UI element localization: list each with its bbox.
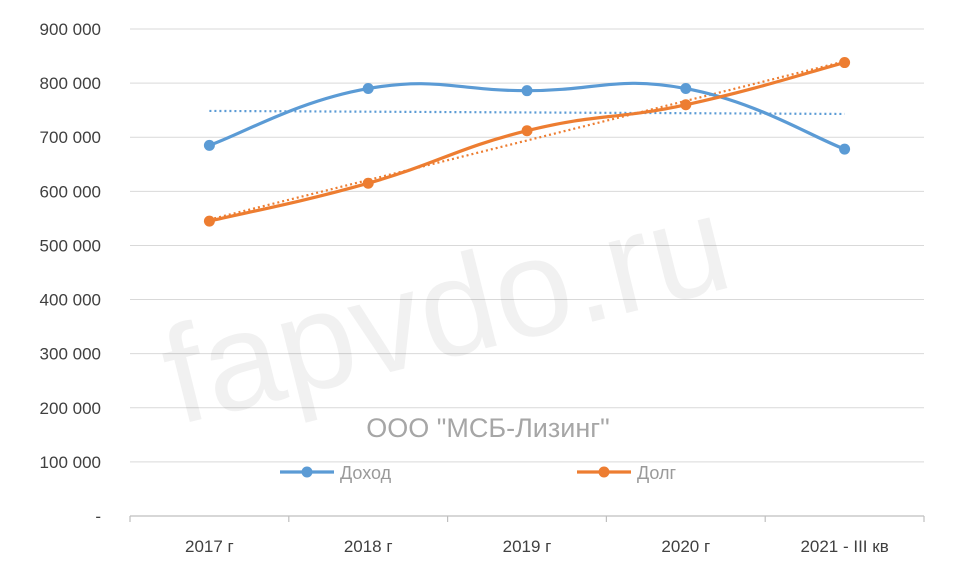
watermark: fapvdo.ru xyxy=(148,165,744,454)
y-tick-label: 100 000 xyxy=(40,453,101,472)
chart-title: ООО "МСБ-Лизинг" xyxy=(366,413,609,443)
x-tick-label: 2020 г xyxy=(661,537,710,556)
y-tick-label: 200 000 xyxy=(40,399,101,418)
series-points xyxy=(203,57,851,227)
y-tick-label: 900 000 xyxy=(40,20,101,39)
y-axis-labels: - 100 000 200 000 300 000 400 000 500 000 600 … xyxy=(40,20,101,526)
y-tick-label: 800 000 xyxy=(40,74,101,93)
legend: Доход Долг xyxy=(280,463,677,483)
legend-label: Доход xyxy=(340,463,392,483)
x-tick-label: 2021 - III кв xyxy=(800,537,888,556)
data-point xyxy=(839,143,851,155)
data-point xyxy=(680,99,692,111)
legend-label: Долг xyxy=(637,463,677,483)
x-axis xyxy=(129,515,925,522)
data-point xyxy=(521,85,533,97)
y-tick-label: 300 000 xyxy=(40,345,101,364)
data-point xyxy=(362,83,374,95)
y-tick-label: 500 000 xyxy=(40,236,101,255)
gridlines xyxy=(130,28,924,463)
data-point xyxy=(203,139,215,151)
trendlines xyxy=(209,60,845,221)
y-tick-label: 400 000 xyxy=(40,291,101,310)
legend-swatch-marker xyxy=(598,466,610,478)
x-tick-label: 2017 г xyxy=(185,537,234,556)
trendline xyxy=(209,60,845,221)
y-tick-label: 700 000 xyxy=(40,128,101,147)
x-tick-label: 2018 г xyxy=(344,537,393,556)
data-point xyxy=(203,215,215,227)
trendline xyxy=(209,109,845,116)
y-tick-label: - xyxy=(95,507,101,526)
data-point xyxy=(680,83,692,95)
x-axis-labels: 2017 г 2018 г 2019 г 2020 г 2021 - III кв xyxy=(185,537,889,556)
data-point xyxy=(362,177,374,189)
legend-swatch-marker xyxy=(301,466,313,478)
y-tick-label: 600 000 xyxy=(40,182,101,201)
data-point xyxy=(839,57,851,69)
data-point xyxy=(521,125,533,137)
x-tick-label: 2019 г xyxy=(503,537,552,556)
